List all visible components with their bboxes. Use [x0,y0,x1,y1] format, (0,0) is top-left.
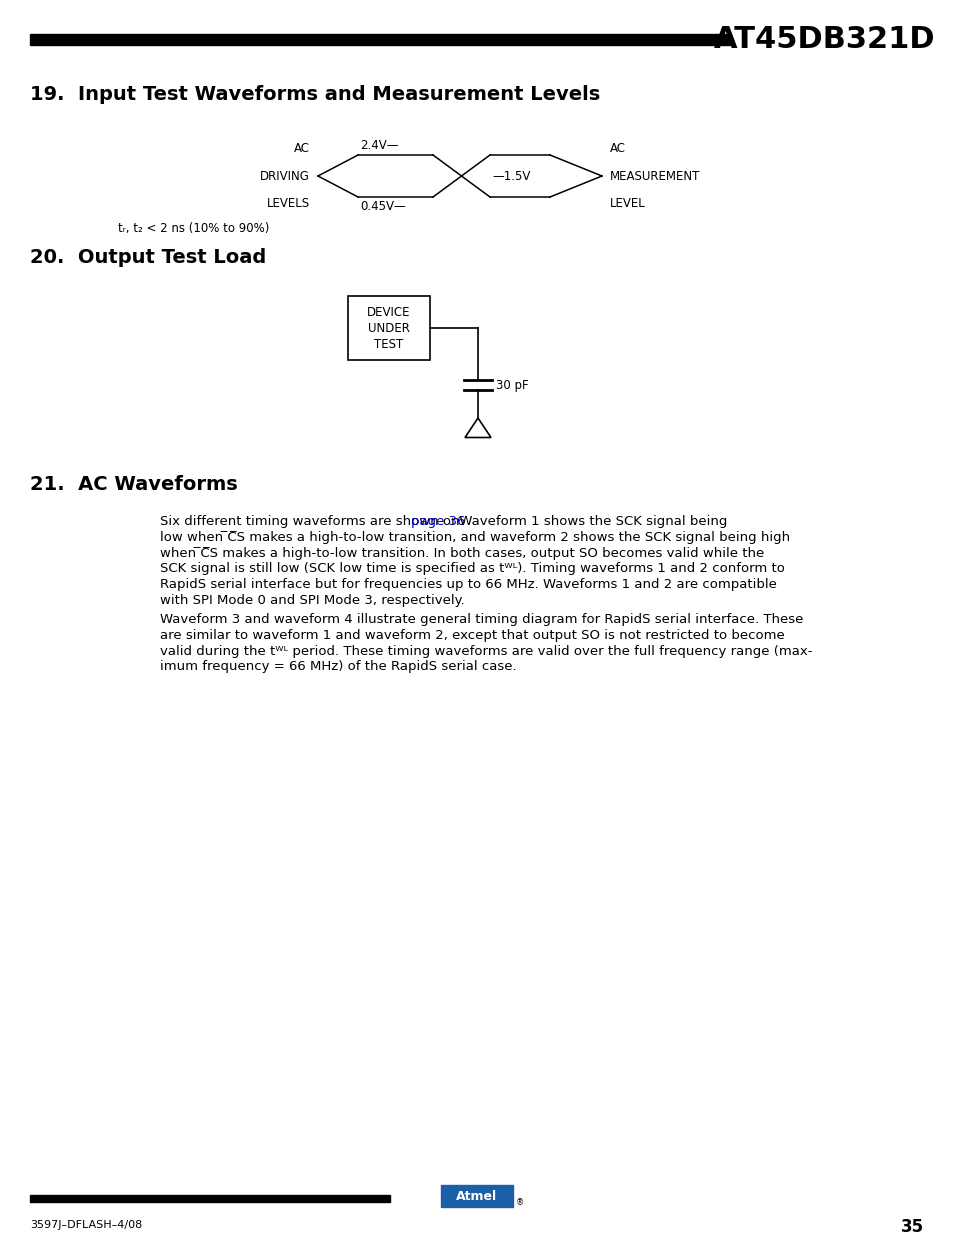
Text: imum frequency = 66 MHz) of the RapidS serial case.: imum frequency = 66 MHz) of the RapidS s… [160,661,517,673]
Text: 20.  Output Test Load: 20. Output Test Load [30,248,266,267]
Text: —1.5V: —1.5V [492,169,530,183]
Text: Atmel: Atmel [456,1189,497,1203]
Text: 0.45V—: 0.45V— [359,200,405,212]
Text: ®: ® [516,1198,524,1207]
Text: AC: AC [294,142,310,156]
Text: 2.4V—: 2.4V— [359,140,398,152]
Text: AC: AC [609,142,625,156]
Text: Waveform 3 and waveform 4 illustrate general timing diagram for RapidS serial in: Waveform 3 and waveform 4 illustrate gen… [160,613,802,626]
Text: are similar to waveform 1 and waveform 2, except that output SO is not restricte: are similar to waveform 1 and waveform 2… [160,629,784,642]
Text: SCK signal is still low (SCK low time is specified as tᵂᴸ). Timing waveforms 1 a: SCK signal is still low (SCK low time is… [160,562,784,576]
Bar [440,1186,513,1207]
Text: UNDER: UNDER [368,321,410,335]
Text: 19.  Input Test Waveforms and Measurement Levels: 19. Input Test Waveforms and Measurement… [30,85,599,104]
Bar [30,35,729,44]
Text: DEVICE: DEVICE [367,305,411,319]
Text: Six different timing waveforms are shown on: Six different timing waveforms are shown… [160,515,463,529]
Text: low when ̅C̅S makes a high-to-low transition, and waveform 2 shows the SCK signa: low when ̅C̅S makes a high-to-low transi… [160,531,789,543]
Text: MEASUREMENT: MEASUREMENT [609,169,700,183]
Text: DRIVING: DRIVING [260,169,310,183]
Text: . Waveform 1 shows the SCK signal being: . Waveform 1 shows the SCK signal being [450,515,726,529]
Bar [30,1195,390,1202]
Text: when ̅C̅S makes a high-to-low transition. In both cases, output SO becomes valid: when ̅C̅S makes a high-to-low transition… [160,547,763,559]
Text: 35: 35 [900,1218,923,1235]
Text: with SPI Mode 0 and SPI Mode 3, respectively.: with SPI Mode 0 and SPI Mode 3, respecti… [160,594,464,606]
Text: AT45DB321D: AT45DB321D [713,25,934,54]
Text: 30 pF: 30 pF [496,378,528,391]
Text: LEVEL: LEVEL [609,198,645,210]
Text: LEVELS: LEVELS [267,198,310,210]
Bar [348,296,430,359]
Text: RapidS serial interface but for frequencies up to 66 MHz. Waveforms 1 and 2 are : RapidS serial interface but for frequenc… [160,578,776,592]
Text: tᵣ, t₂ < 2 ns (10% to 90%): tᵣ, t₂ < 2 ns (10% to 90%) [118,222,269,235]
Text: page 36: page 36 [411,515,465,529]
Text: 3597J–DFLASH–4/08: 3597J–DFLASH–4/08 [30,1220,142,1230]
Text: 21.  AC Waveforms: 21. AC Waveforms [30,475,237,494]
Text: valid during the tᵂᴸ period. These timing waveforms are valid over the full freq: valid during the tᵂᴸ period. These timin… [160,645,812,657]
Text: TEST: TEST [374,337,403,351]
